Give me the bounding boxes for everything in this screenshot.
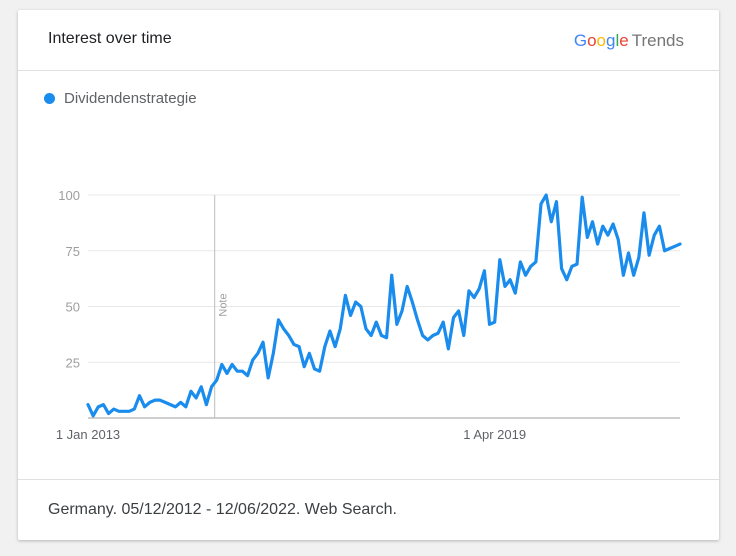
google-letter: g bbox=[606, 31, 616, 50]
card-header: Interest over time Google Trends bbox=[18, 10, 719, 71]
x-tick-label: 1 Apr 2019 bbox=[463, 427, 526, 442]
google-letter: o bbox=[587, 31, 597, 50]
footer-description: Germany. 05/12/2012 - 12/06/2022. Web Se… bbox=[48, 501, 397, 518]
card-footer: Germany. 05/12/2012 - 12/06/2022. Web Se… bbox=[18, 479, 719, 540]
note-marker-label: Note bbox=[218, 293, 230, 316]
google-letter: o bbox=[596, 31, 606, 50]
y-tick-label: 75 bbox=[66, 244, 80, 259]
legend-dot-icon bbox=[44, 93, 55, 104]
google-wordmark: Google bbox=[574, 31, 629, 50]
chart-legend: Dividendenstrategie bbox=[44, 90, 197, 107]
x-tick-label: 1 Jan 2013 bbox=[56, 427, 120, 442]
y-tick-label: 50 bbox=[66, 300, 80, 315]
card-title: Interest over time bbox=[48, 30, 172, 47]
series-line-dividendenstrategie bbox=[86, 193, 682, 418]
google-letter: G bbox=[573, 31, 588, 50]
y-tick-label: 25 bbox=[66, 355, 80, 370]
google-trends-logo: Google Trends bbox=[574, 31, 684, 51]
legend-label: Dividendenstrategie bbox=[64, 90, 197, 107]
google-letter: e bbox=[619, 31, 629, 50]
trends-wordmark: Trends bbox=[631, 31, 684, 50]
y-tick-label: 100 bbox=[58, 188, 80, 203]
trends-card: Interest over time Google Trends Dividend… bbox=[18, 10, 719, 540]
google-letter: l bbox=[615, 31, 620, 50]
interest-line-chart: 25 50 75 100 1 Jan 2013 1 Apr 2019 Note bbox=[56, 188, 682, 442]
